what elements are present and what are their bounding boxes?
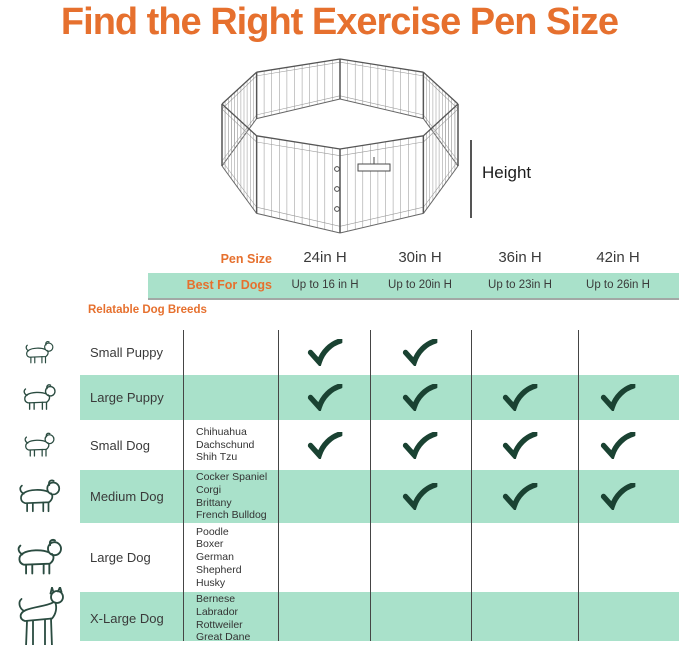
pen-size-header-label: Pen Size <box>220 252 272 266</box>
pen-size-24: 24in H <box>303 249 347 266</box>
breed-row-large-dog: Large Dog Poodle Boxer German Shepherd Husky <box>0 523 679 592</box>
check-cell <box>372 375 468 420</box>
checkmark-icon <box>600 384 636 411</box>
dog-size-label: Small Puppy <box>90 345 163 360</box>
dog-icon-box <box>0 523 78 592</box>
check-cell <box>472 470 568 523</box>
check-cell <box>472 523 568 592</box>
dog-icon-box <box>0 592 78 645</box>
check-cell <box>277 523 373 592</box>
pen-size-42: 42in H <box>596 249 640 266</box>
breed-list: Bernese Labrador Rottweiler Great Dane <box>196 592 251 644</box>
best-for-42: Up to 26in H <box>586 279 650 291</box>
breed-row-large-puppy: Large Puppy <box>0 375 679 420</box>
check-cell <box>570 592 666 645</box>
check-cell <box>472 592 568 645</box>
check-cell <box>372 420 468 470</box>
dog-size-label: Large Dog <box>90 550 151 565</box>
breed-row-x-large-dog: X-Large Dog Bernese Labrador Rottweiler Grea… <box>0 592 679 645</box>
checkmark-icon <box>307 432 343 459</box>
best-for-30: Up to 20in H <box>388 279 452 291</box>
check-cell <box>277 420 373 470</box>
pen-size-30: 30in H <box>398 249 442 266</box>
breed-list: Poodle Boxer German Shepherd Husky <box>196 525 242 589</box>
dog-size-label: Medium Dog <box>90 489 164 504</box>
checkmark-icon <box>402 339 438 366</box>
checkmark-icon <box>502 384 538 411</box>
check-cell <box>570 470 666 523</box>
check-cell <box>277 592 373 645</box>
breed-list <box>196 375 278 420</box>
dog-icon-box <box>0 420 78 470</box>
check-cell <box>570 420 666 470</box>
checkmark-icon <box>402 483 438 510</box>
pen-size-36: 36in H <box>498 249 542 266</box>
checkmark-icon <box>402 432 438 459</box>
check-cell <box>277 330 373 375</box>
dog-size-label: X-Large Dog <box>90 611 164 626</box>
medium-dog-icon <box>10 478 68 516</box>
checkmark-icon <box>502 483 538 510</box>
best-for-dogs-label: Best For Dogs <box>186 278 272 292</box>
dog-icon-box <box>0 330 78 375</box>
large-dog-icon <box>8 537 70 579</box>
page-title: Find the Right Exercise Pen Size <box>60 1 619 43</box>
check-cell <box>372 330 468 375</box>
check-cell <box>372 592 468 645</box>
breed-list <box>196 330 278 375</box>
check-cell <box>277 375 373 420</box>
check-cell <box>570 330 666 375</box>
check-cell <box>570 523 666 592</box>
check-cell <box>570 375 666 420</box>
check-cell <box>277 470 373 523</box>
dog-size-label: Large Puppy <box>90 390 164 405</box>
checkmark-icon <box>402 384 438 411</box>
height-label: Height <box>482 163 532 182</box>
check-cell <box>472 330 568 375</box>
height-dimension-line <box>470 140 472 218</box>
large-puppy-icon <box>16 383 62 413</box>
breed-row-small-puppy: Small Puppy <box>0 330 679 375</box>
check-cell <box>472 420 568 470</box>
dog-icon-box <box>0 375 78 420</box>
breeds-table-rows: Small Puppy Large Puppy Small Dog Chihuahua… <box>0 330 679 645</box>
checkmark-icon <box>307 339 343 366</box>
check-cell <box>372 470 468 523</box>
breed-list: Cocker Spaniel Corgi Brittany French Bulldo… <box>196 470 268 522</box>
checkmark-icon <box>307 384 343 411</box>
best-for-24: Up to 16 in H <box>291 279 359 291</box>
check-cell <box>472 375 568 420</box>
breed-row-medium-dog: Medium Dog Cocker Spaniel Corgi Brittany Fre… <box>0 470 679 523</box>
best-for-dogs-band <box>148 273 679 300</box>
relatable-dog-breeds-heading: Relatable Dog Breeds <box>88 304 207 316</box>
exercise-pen-illustration <box>221 58 459 234</box>
x-large-dog-icon <box>7 587 71 645</box>
dog-icon-box <box>0 470 78 523</box>
breed-list: Chihuahua Dachschund Shih Tzu <box>196 425 255 464</box>
dog-size-label: Small Dog <box>90 437 150 453</box>
best-for-36: Up to 23in H <box>488 279 552 291</box>
check-cell <box>372 523 468 592</box>
checkmark-icon <box>600 483 636 510</box>
small-dog-icon <box>18 430 60 461</box>
small-puppy-icon <box>19 340 59 366</box>
checkmark-icon <box>502 432 538 459</box>
breed-row-small-dog: Small Dog Chihuahua Dachschund Shih Tzu <box>0 420 679 470</box>
checkmark-icon <box>600 432 636 459</box>
